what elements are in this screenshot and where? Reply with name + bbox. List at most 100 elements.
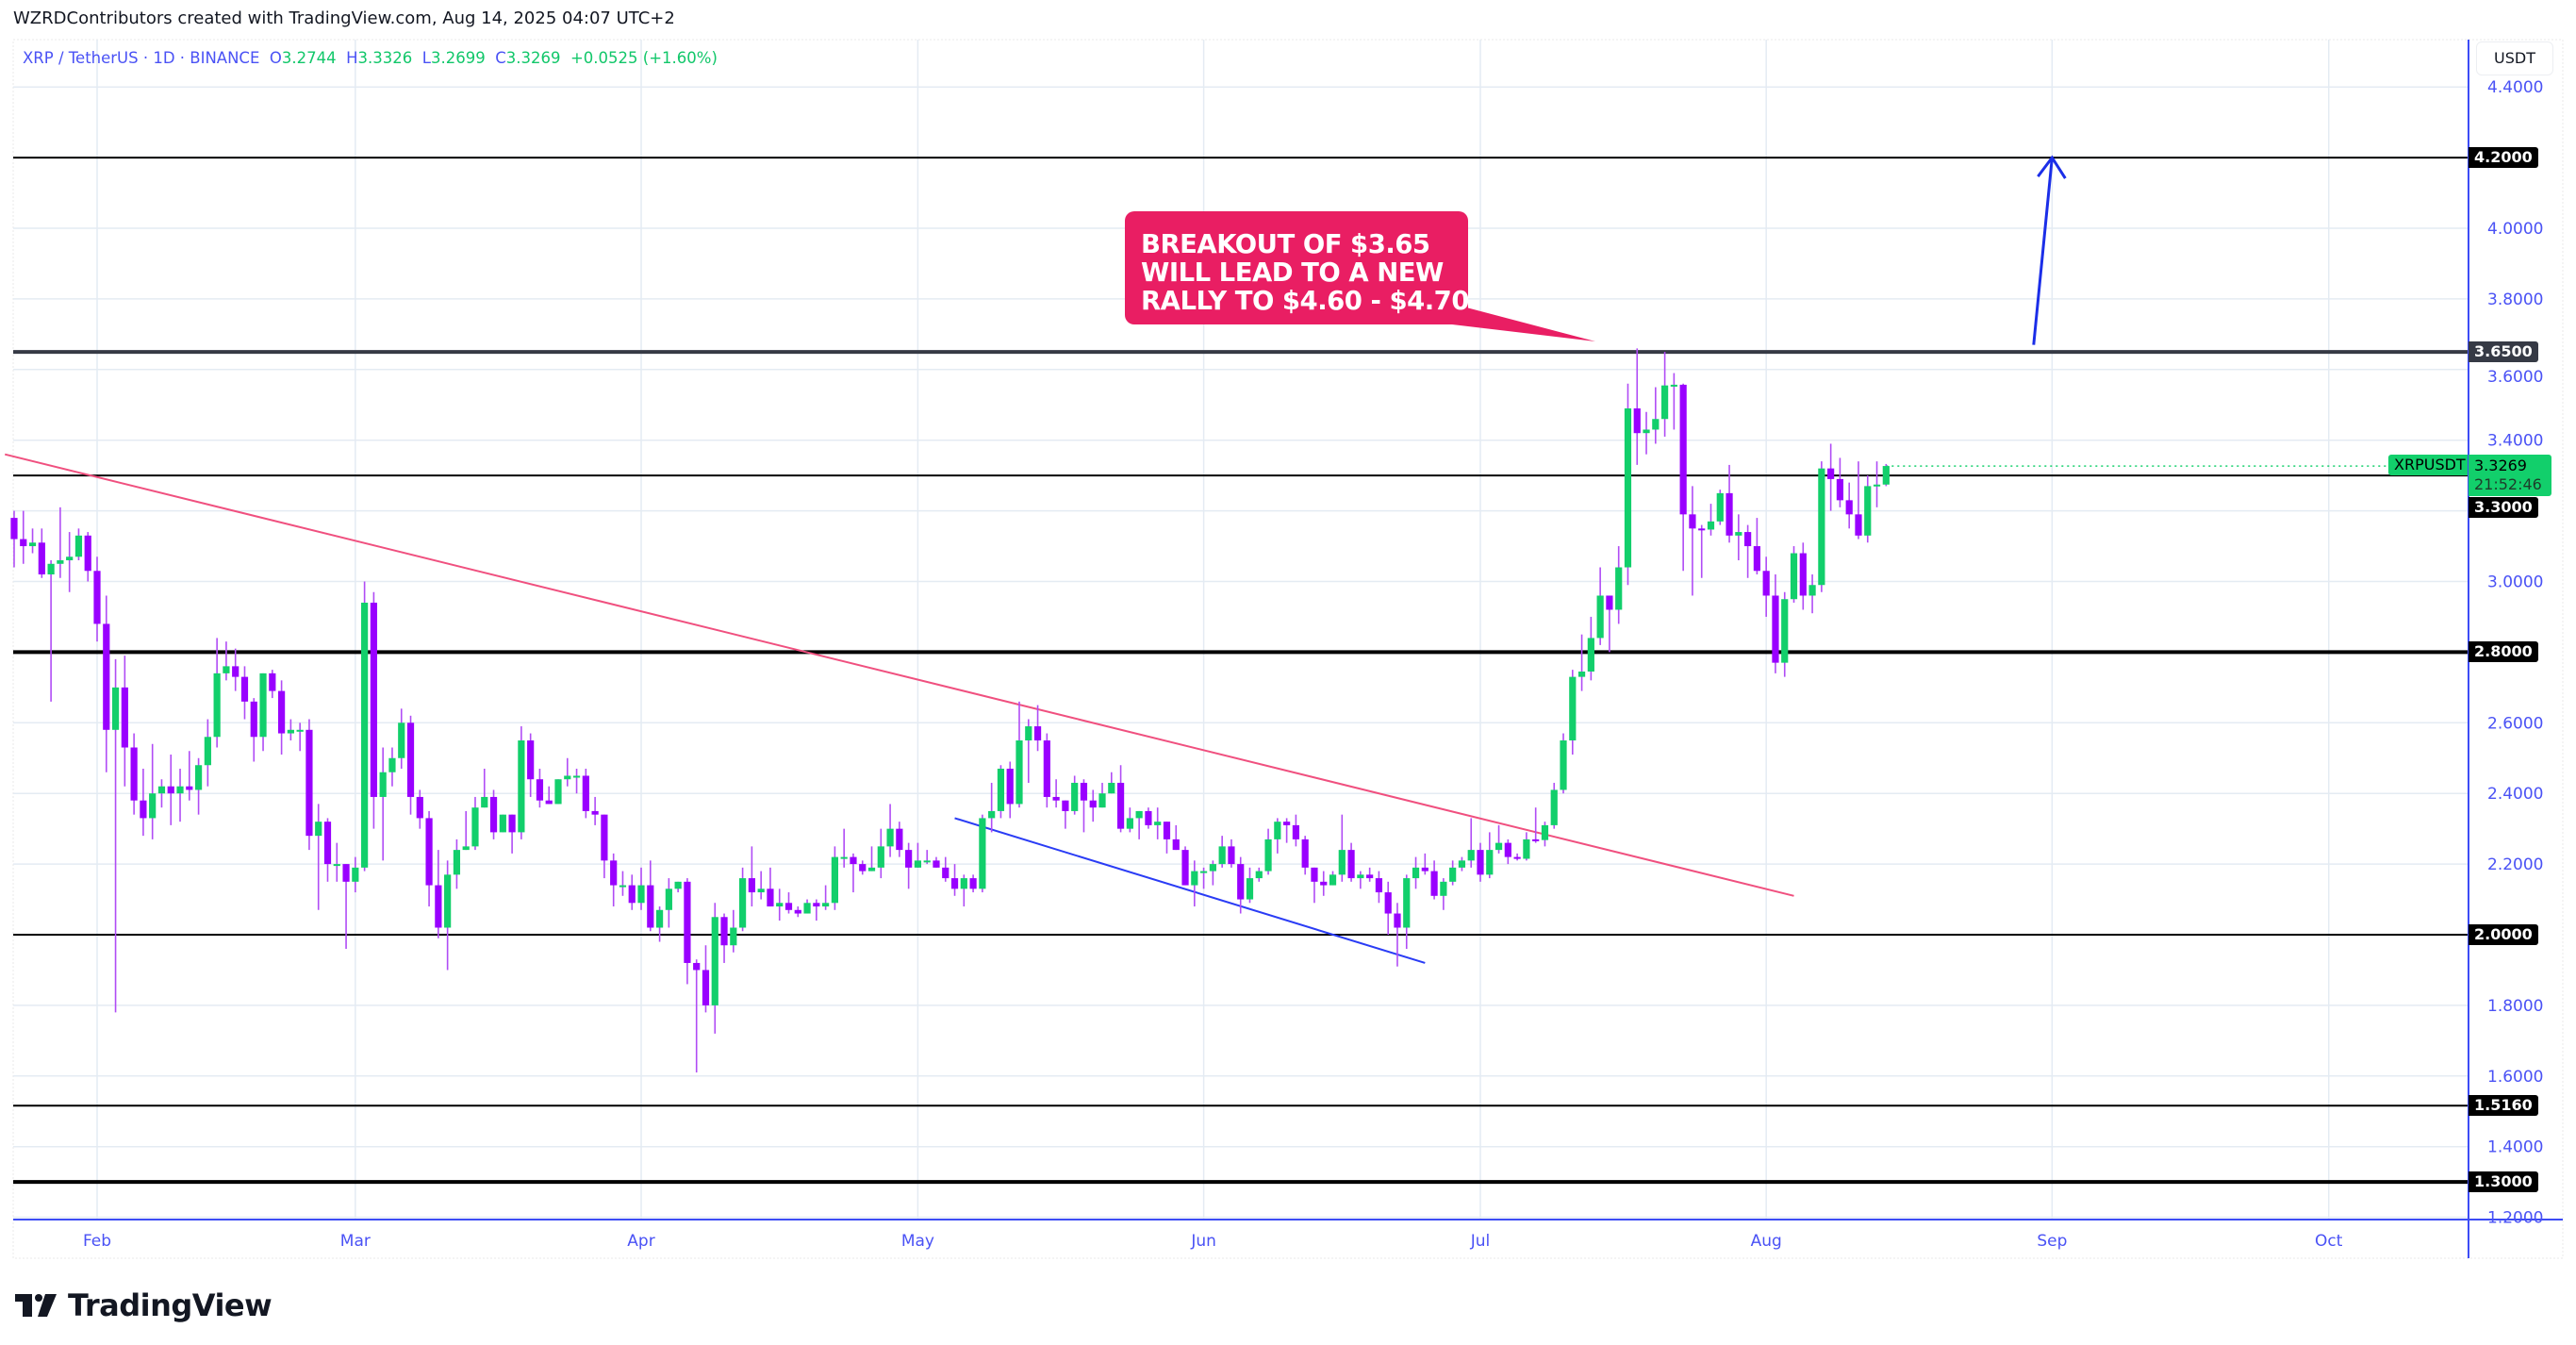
candle [1494, 824, 1503, 854]
candle-body [693, 962, 701, 971]
candle [1172, 824, 1180, 851]
last-price-value: 3.3269 [2474, 457, 2527, 475]
candle-body [1550, 789, 1558, 825]
candle [1781, 591, 1789, 677]
candle-body [1366, 874, 1374, 879]
candle [223, 641, 230, 681]
candle-body [130, 747, 138, 801]
candle [923, 850, 931, 865]
trendline-descending-support[interactable] [954, 817, 1426, 964]
candle-body [886, 828, 894, 847]
trendline-descending-resistance[interactable] [4, 453, 1794, 897]
candle-body [1209, 864, 1216, 872]
price-axis-label: 3.4000 [2487, 432, 2543, 451]
candle [527, 733, 535, 797]
candle-body [1577, 671, 1586, 677]
time-axis-label: Mar [340, 1232, 371, 1251]
candle [1486, 832, 1494, 879]
candle-body [121, 687, 128, 748]
candle [232, 648, 239, 691]
tradingview-logo[interactable]: TradingView [15, 1287, 272, 1323]
candle-body [388, 757, 396, 772]
candle [1384, 881, 1392, 935]
candle-body [748, 878, 755, 893]
time-axis-label: Jun [1190, 1232, 1216, 1251]
price-axis-label: 1.8000 [2487, 997, 2543, 1016]
candle-body [601, 814, 608, 861]
candle-body [1716, 492, 1724, 522]
candle-body [1449, 867, 1457, 882]
candle-body [1606, 595, 1613, 610]
candle [1246, 867, 1254, 904]
candle-body [591, 810, 599, 815]
candle-body [103, 623, 110, 730]
candle-body [315, 822, 322, 837]
candle [1043, 733, 1050, 808]
candle-body [655, 909, 664, 928]
candle-body [508, 814, 516, 833]
candle [342, 864, 350, 949]
level-price-badge: 4.2000 [2469, 147, 2538, 169]
candle-body [323, 822, 332, 865]
candle [767, 867, 774, 907]
candle [803, 899, 811, 914]
candle [1458, 856, 1466, 872]
target-arrow-line[interactable] [2032, 157, 2054, 345]
candle [425, 810, 433, 907]
symbol-name[interactable]: XRP / TetherUS · 1D · BINANCE [23, 49, 260, 67]
candle-body [988, 810, 996, 819]
candle-body [287, 729, 294, 734]
candle [1615, 546, 1623, 624]
candle [213, 638, 221, 748]
trendlines[interactable] [4, 155, 2067, 964]
candle [398, 708, 405, 769]
candle [1577, 634, 1586, 691]
candle-body [352, 867, 359, 882]
candle [813, 899, 820, 922]
candle [47, 560, 55, 702]
candle [240, 666, 249, 720]
candle-body [923, 860, 931, 863]
price-axis-label: 2.4000 [2487, 785, 2543, 804]
candle [1587, 616, 1594, 681]
candle [877, 828, 884, 879]
candle [1882, 463, 1890, 487]
candle-body [1108, 782, 1115, 794]
candles [10, 348, 1890, 1073]
candle-body [905, 850, 913, 868]
candle [702, 945, 710, 1013]
candle [167, 755, 174, 825]
candle-body [1845, 500, 1853, 515]
candle-body [1200, 871, 1208, 873]
candle [1606, 595, 1613, 653]
candle-body [1311, 867, 1318, 882]
candle [1062, 800, 1069, 829]
candle [748, 846, 755, 907]
candle [840, 828, 848, 868]
candle-body [194, 765, 203, 790]
candle [1366, 867, 1374, 882]
candle [1661, 352, 1669, 437]
currency-button[interactable]: USDT [2476, 42, 2553, 75]
candle-body [444, 874, 452, 928]
candle [1126, 807, 1133, 833]
candle [140, 768, 147, 837]
candle-body [1016, 740, 1023, 805]
candle [1513, 853, 1521, 861]
candle [720, 913, 728, 963]
level-price-badge: 2.0000 [2469, 924, 2538, 945]
candle-body [1882, 466, 1890, 485]
candle-body [1191, 871, 1198, 886]
candle [287, 719, 294, 741]
horizontal-levels[interactable] [13, 157, 2469, 1185]
candle-body [1154, 822, 1162, 825]
candle [1394, 903, 1401, 967]
callout-annotation[interactable]: BREAKOUT OF $3.65 WILL LEAD TO A NEW RAL… [1125, 211, 1469, 324]
candle-body [1587, 638, 1594, 672]
candle-body [536, 779, 544, 801]
candle [591, 796, 599, 825]
candle-body [406, 722, 415, 797]
last-price-badge: 3.3269 21:52:46 [2469, 455, 2551, 497]
symbol-legend[interactable]: XRP / TetherUS · 1D · BINANCE O3.2744 H3… [23, 49, 718, 67]
